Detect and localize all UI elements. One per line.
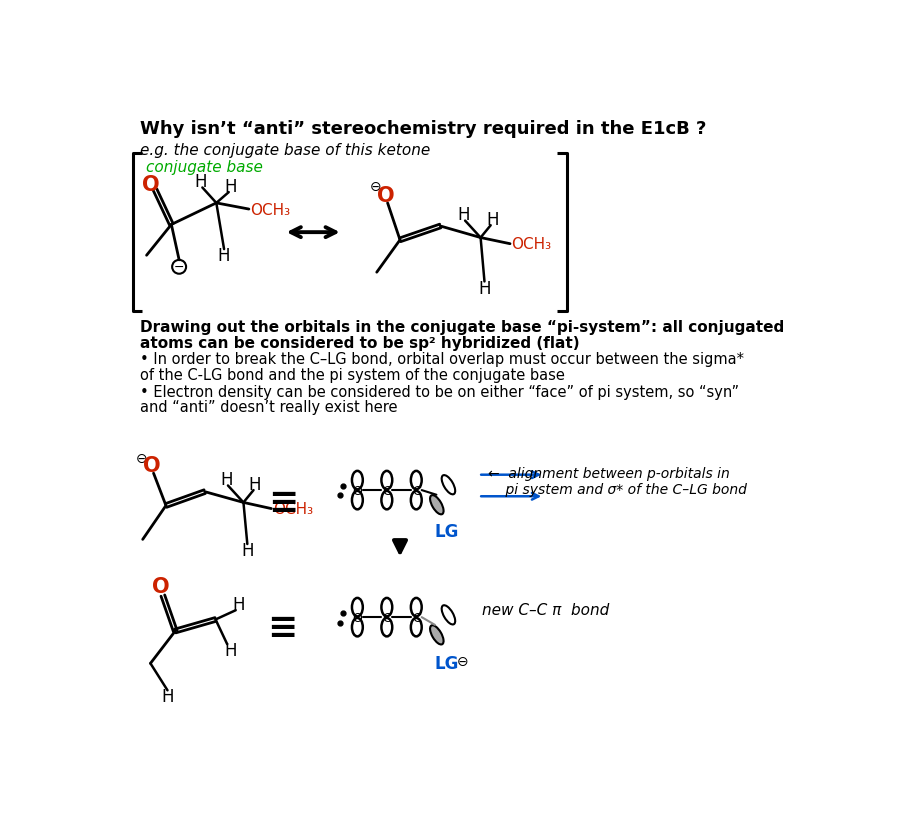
Text: H: H: [161, 688, 174, 706]
Text: O: O: [352, 611, 362, 624]
Text: H: H: [224, 178, 236, 196]
Text: H: H: [195, 173, 207, 191]
Text: C: C: [412, 611, 420, 624]
Text: ⊖: ⊖: [135, 451, 147, 465]
Text: OCH₃: OCH₃: [273, 501, 313, 517]
Text: ≡: ≡: [268, 485, 299, 519]
Ellipse shape: [430, 626, 444, 645]
Text: C: C: [382, 484, 391, 497]
Text: Why isn’t “anti” stereochemistry required in the E1cB ?: Why isn’t “anti” stereochemistry require…: [140, 120, 707, 138]
Text: OCH₃: OCH₃: [512, 237, 552, 252]
Text: ⊖: ⊖: [457, 654, 468, 668]
Text: and “anti” doesn’t really exist here: and “anti” doesn’t really exist here: [140, 400, 398, 414]
Text: H: H: [486, 210, 498, 229]
Text: C: C: [412, 484, 420, 497]
Text: O: O: [377, 186, 395, 206]
Text: LG: LG: [434, 654, 458, 672]
Text: OCH₃: OCH₃: [250, 202, 290, 217]
Text: e.g. the conjugate base of this ketone: e.g. the conjugate base of this ketone: [140, 143, 430, 158]
Text: H: H: [249, 475, 261, 493]
Text: H: H: [478, 279, 491, 297]
Text: C: C: [382, 611, 391, 624]
Text: • Electron density can be considered to be on either “face” of pi system, so “sy: • Electron density can be considered to …: [140, 384, 739, 400]
Text: −: −: [174, 261, 185, 274]
Text: O: O: [352, 484, 362, 497]
Text: H: H: [220, 471, 233, 489]
Text: LG: LG: [434, 522, 458, 540]
Text: of the C-LG bond and the pi system of the conjugate base: of the C-LG bond and the pi system of th…: [140, 368, 565, 382]
Text: H: H: [241, 541, 254, 559]
Text: • In order to break the C–LG bond, orbital overlap must occur between the sigma*: • In order to break the C–LG bond, orbit…: [140, 352, 745, 367]
Text: ←  alignment between p-orbitals in: ← alignment between p-orbitals in: [487, 467, 729, 481]
Text: O: O: [152, 577, 170, 596]
Ellipse shape: [430, 495, 444, 514]
Text: ⊖: ⊖: [370, 179, 381, 194]
Text: H: H: [225, 641, 237, 659]
Text: conjugate base: conjugate base: [146, 160, 263, 174]
Text: ≡: ≡: [267, 610, 297, 645]
Text: O: O: [142, 174, 160, 194]
Text: O: O: [143, 456, 160, 476]
Text: H: H: [217, 247, 230, 265]
Text: H: H: [458, 206, 470, 224]
Text: atoms can be considered to be sp² hybridized (flat): atoms can be considered to be sp² hybrid…: [140, 335, 580, 351]
Text: Drawing out the orbitals in the conjugate base “pi-system”: all conjugated: Drawing out the orbitals in the conjugat…: [140, 319, 785, 335]
Text: pi system and σ* of the C–LG bond: pi system and σ* of the C–LG bond: [487, 482, 747, 496]
Text: H: H: [233, 595, 245, 613]
Text: new C–C π  bond: new C–C π bond: [482, 602, 610, 618]
